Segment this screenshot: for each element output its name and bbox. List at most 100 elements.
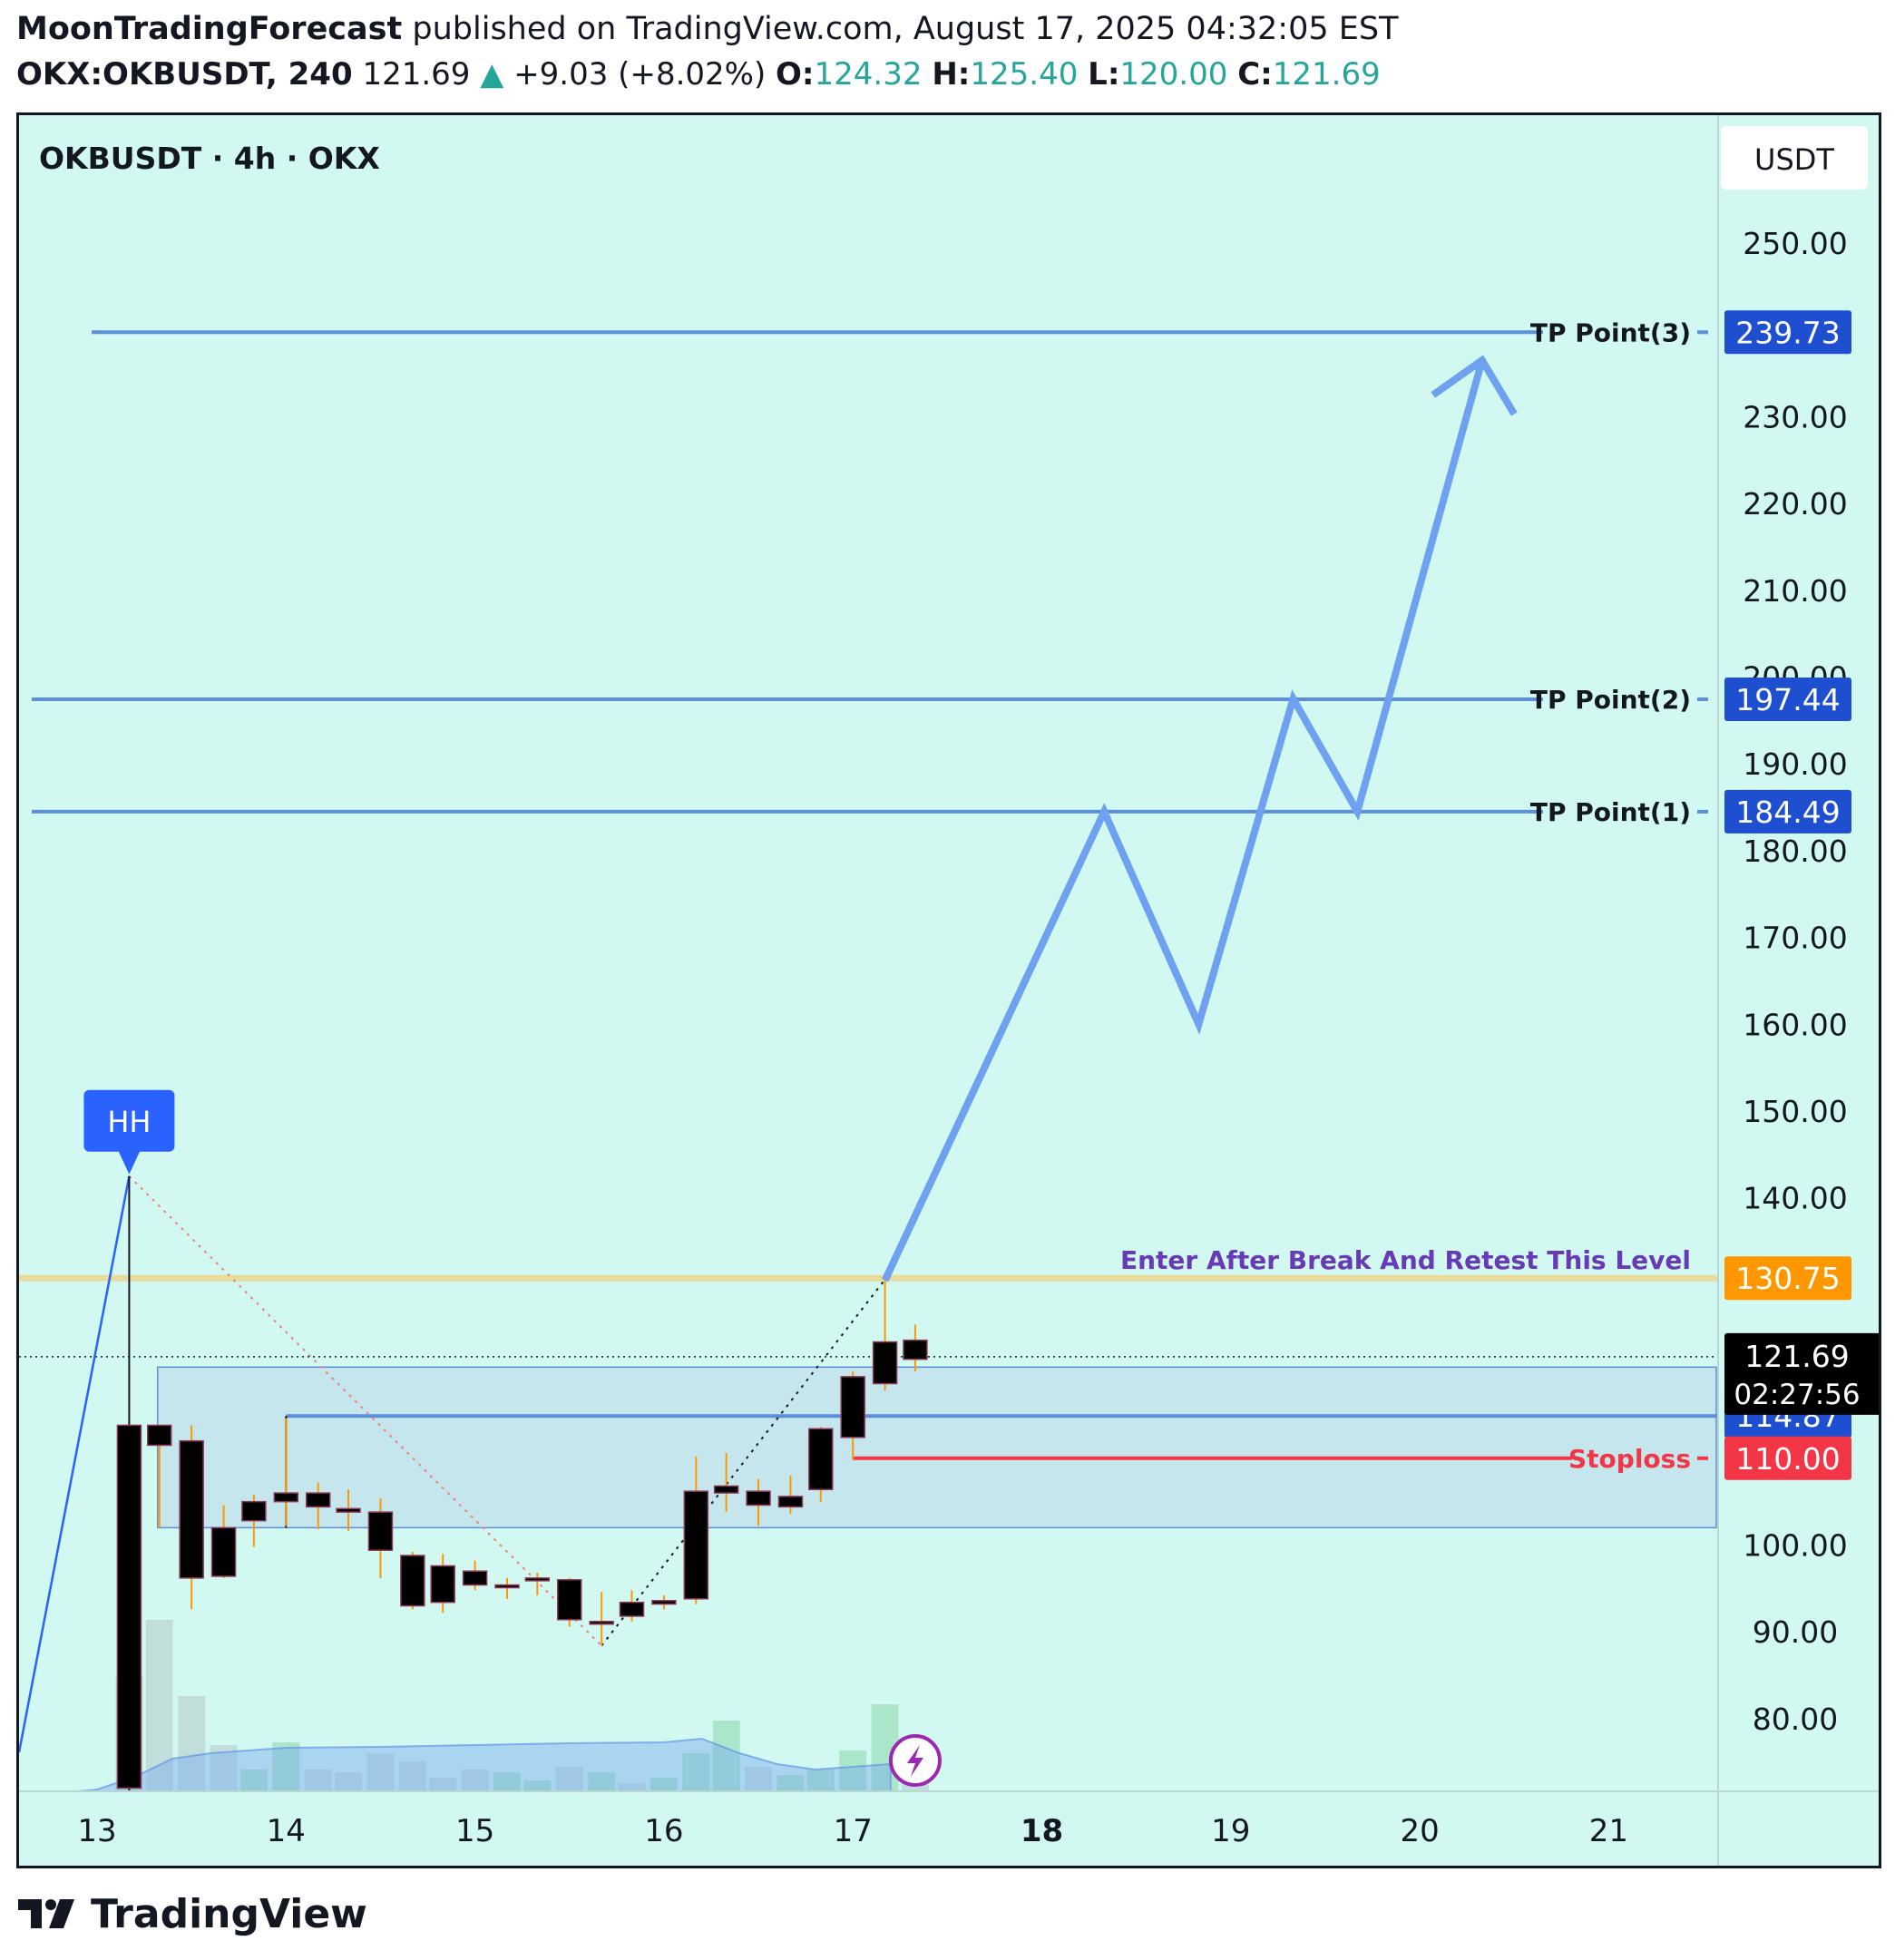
x-tick-label: 17 bbox=[834, 1813, 873, 1849]
volume-bar bbox=[777, 1775, 805, 1791]
volume-bar bbox=[712, 1721, 740, 1791]
publish-text: published on TradingView.com, August 17,… bbox=[412, 11, 1399, 47]
y-tick-label: 180.00 bbox=[1743, 834, 1847, 869]
volume-bar bbox=[745, 1767, 773, 1791]
candle-body bbox=[400, 1555, 425, 1607]
high-label: H: bbox=[932, 56, 971, 93]
low-value: 120.00 bbox=[1119, 56, 1228, 93]
currency-box bbox=[1721, 126, 1868, 190]
open-label: O: bbox=[776, 56, 815, 93]
volume-bar bbox=[304, 1770, 332, 1791]
y-tick-label: 140.00 bbox=[1743, 1181, 1847, 1216]
tp3-label: TP Point(3) bbox=[1530, 317, 1691, 347]
lightning-bolt bbox=[906, 1745, 923, 1777]
tp2-badge-text: 197.44 bbox=[1735, 682, 1840, 717]
symbol-name: OKX:OKBUSDT, 240 bbox=[16, 56, 353, 93]
y-tick-label: 80.00 bbox=[1753, 1702, 1838, 1737]
high-value: 125.40 bbox=[970, 56, 1079, 93]
volume-ma-area bbox=[78, 1737, 892, 1792]
chart-title: OKBUSDT · 4h · OKX bbox=[39, 141, 380, 176]
y-tick-label: 90.00 bbox=[1753, 1614, 1838, 1650]
x-tick-label: 20 bbox=[1400, 1813, 1439, 1849]
y-tick-label: 210.00 bbox=[1743, 573, 1847, 609]
hh-pointer-icon bbox=[118, 1150, 141, 1175]
candle-body bbox=[557, 1579, 582, 1621]
tp2-badge: 197.44 bbox=[1724, 677, 1851, 721]
x-tick-label: 18 bbox=[1021, 1813, 1063, 1849]
candle-body bbox=[241, 1500, 267, 1522]
x-tick-label: 16 bbox=[644, 1813, 683, 1849]
volume-bar bbox=[398, 1761, 426, 1791]
candle-body bbox=[430, 1565, 455, 1604]
candle-body bbox=[903, 1339, 928, 1360]
candle-body bbox=[116, 1424, 142, 1789]
hh-marker: HH bbox=[83, 1089, 175, 1175]
candle-body bbox=[746, 1490, 771, 1507]
blue-trend-line bbox=[19, 1175, 131, 1753]
tp3-badge-text: 239.73 bbox=[1735, 315, 1840, 350]
lightning-icon[interactable] bbox=[888, 1734, 942, 1787]
close-value: 121.69 bbox=[1272, 56, 1381, 93]
footer: TradingView bbox=[16, 1887, 367, 1941]
candle-body bbox=[210, 1526, 237, 1577]
volume-bar bbox=[493, 1772, 522, 1791]
projection-arrowhead-icon bbox=[1431, 355, 1518, 416]
support-zone bbox=[156, 1366, 1717, 1529]
author-name[interactable]: MoonTradingForecast bbox=[16, 11, 403, 47]
price-chart[interactable]: HH TP Point(3) TP Point(2) TP Point(1) Enter… bbox=[19, 115, 1879, 1866]
stoploss-badge: 110.00 bbox=[1724, 1436, 1851, 1480]
volume-bar bbox=[618, 1783, 646, 1791]
x-tick-label: 19 bbox=[1211, 1813, 1250, 1849]
candle-body bbox=[179, 1439, 204, 1579]
volume-bar bbox=[555, 1767, 583, 1791]
x-tick-label: 13 bbox=[77, 1813, 116, 1849]
price-change: +9.03 (+8.02%) bbox=[513, 56, 767, 93]
volume-bar bbox=[239, 1770, 268, 1791]
candle-body bbox=[713, 1485, 739, 1494]
candle-body bbox=[589, 1620, 614, 1625]
stoploss-badge-bg bbox=[1724, 1436, 1851, 1480]
dotted-up-line bbox=[601, 1279, 886, 1647]
volume-bar bbox=[806, 1770, 835, 1791]
candle-body bbox=[367, 1511, 394, 1551]
tp1-label: TP Point(1) bbox=[1530, 797, 1691, 827]
y-tick-label: 170.00 bbox=[1743, 921, 1847, 956]
volume-bar bbox=[682, 1753, 710, 1791]
chart-panel[interactable]: HH TP Point(3) TP Point(2) TP Point(1) Enter… bbox=[16, 112, 1881, 1868]
y-tick-label: 150.00 bbox=[1743, 1094, 1847, 1129]
candle-body bbox=[336, 1507, 361, 1513]
publish-info: MoonTradingForecast published on Trading… bbox=[16, 11, 1398, 47]
currency-label: USDT bbox=[1754, 142, 1834, 177]
candle-body bbox=[683, 1490, 709, 1600]
x-tick-label: 21 bbox=[1589, 1813, 1628, 1849]
candle-body bbox=[777, 1496, 804, 1508]
tradingview-logo-icon bbox=[18, 1899, 74, 1928]
tp2-label: TP Point(2) bbox=[1530, 685, 1691, 715]
candle-body bbox=[872, 1341, 898, 1385]
volume-bar bbox=[272, 1742, 300, 1791]
tp1-badge-bg bbox=[1724, 789, 1851, 834]
projection-path bbox=[881, 359, 1486, 1282]
y-tick-label: 220.00 bbox=[1743, 486, 1847, 522]
candle-body bbox=[619, 1601, 645, 1617]
tp1-badge-text: 184.49 bbox=[1735, 795, 1840, 830]
y-tick-label: 250.00 bbox=[1743, 226, 1847, 261]
last-price-bg bbox=[1724, 1332, 1879, 1415]
y-tick-label: 160.00 bbox=[1743, 1007, 1847, 1042]
volume-bar bbox=[429, 1778, 457, 1791]
candle-body bbox=[305, 1492, 331, 1508]
y-tick-label: 100.00 bbox=[1743, 1528, 1847, 1564]
candle-body bbox=[651, 1599, 677, 1605]
y-tick-label: 230.00 bbox=[1743, 399, 1847, 434]
open-value: 124.32 bbox=[814, 56, 923, 93]
volume-bar bbox=[366, 1753, 395, 1791]
entry-badge-bg bbox=[1724, 1256, 1851, 1301]
candle-body bbox=[524, 1577, 551, 1582]
candle-body bbox=[840, 1376, 865, 1438]
x-tick-label: 15 bbox=[455, 1813, 494, 1849]
candle-body bbox=[146, 1424, 172, 1447]
volume-bar bbox=[588, 1772, 616, 1791]
stoploss-badge-text: 110.00 bbox=[1735, 1441, 1840, 1477]
tp2-badge-bg bbox=[1724, 677, 1851, 721]
tradingview-brand[interactable]: TradingView bbox=[91, 1890, 367, 1937]
